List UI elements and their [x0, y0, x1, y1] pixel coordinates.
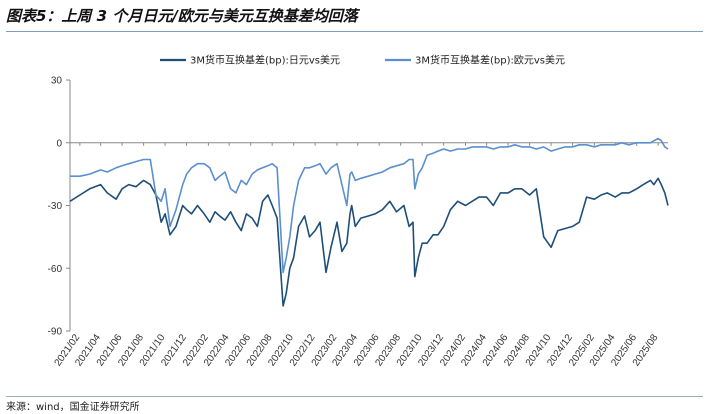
series-line-jpy-usd — [69, 177, 669, 307]
legend-label-jpy-usd: 3M货币互换基差(bp):日元vs美元 — [190, 54, 340, 67]
y-tick-label: -30 — [48, 201, 63, 212]
legend-label-eur-usd: 3M货币互换基差(bp):欧元vs美元 — [415, 54, 565, 67]
y-tick-label: -60 — [48, 264, 63, 275]
line-chart: 3M货币互换基差(bp):日元vs美元 3M货币互换基差(bp):欧元vs美元 3… — [48, 54, 669, 368]
series-line-eur-usd — [70, 137, 669, 274]
title-divider — [6, 31, 703, 32]
source-divider — [6, 396, 703, 397]
y-tick-label: 0 — [56, 138, 62, 149]
chart-legend: 3M货币互换基差(bp):日元vs美元 3M货币互换基差(bp):欧元vs美元 — [160, 54, 565, 67]
figure-title: 图表5：上周 3 个月日元/欧元与美元互换基差均回落 — [6, 7, 358, 25]
y-tick-label: -90 — [48, 327, 63, 338]
y-tick-label: 30 — [51, 76, 63, 87]
source-note: 来源：wind，国金证券研究所 — [6, 402, 140, 413]
series-layer — [69, 137, 669, 307]
